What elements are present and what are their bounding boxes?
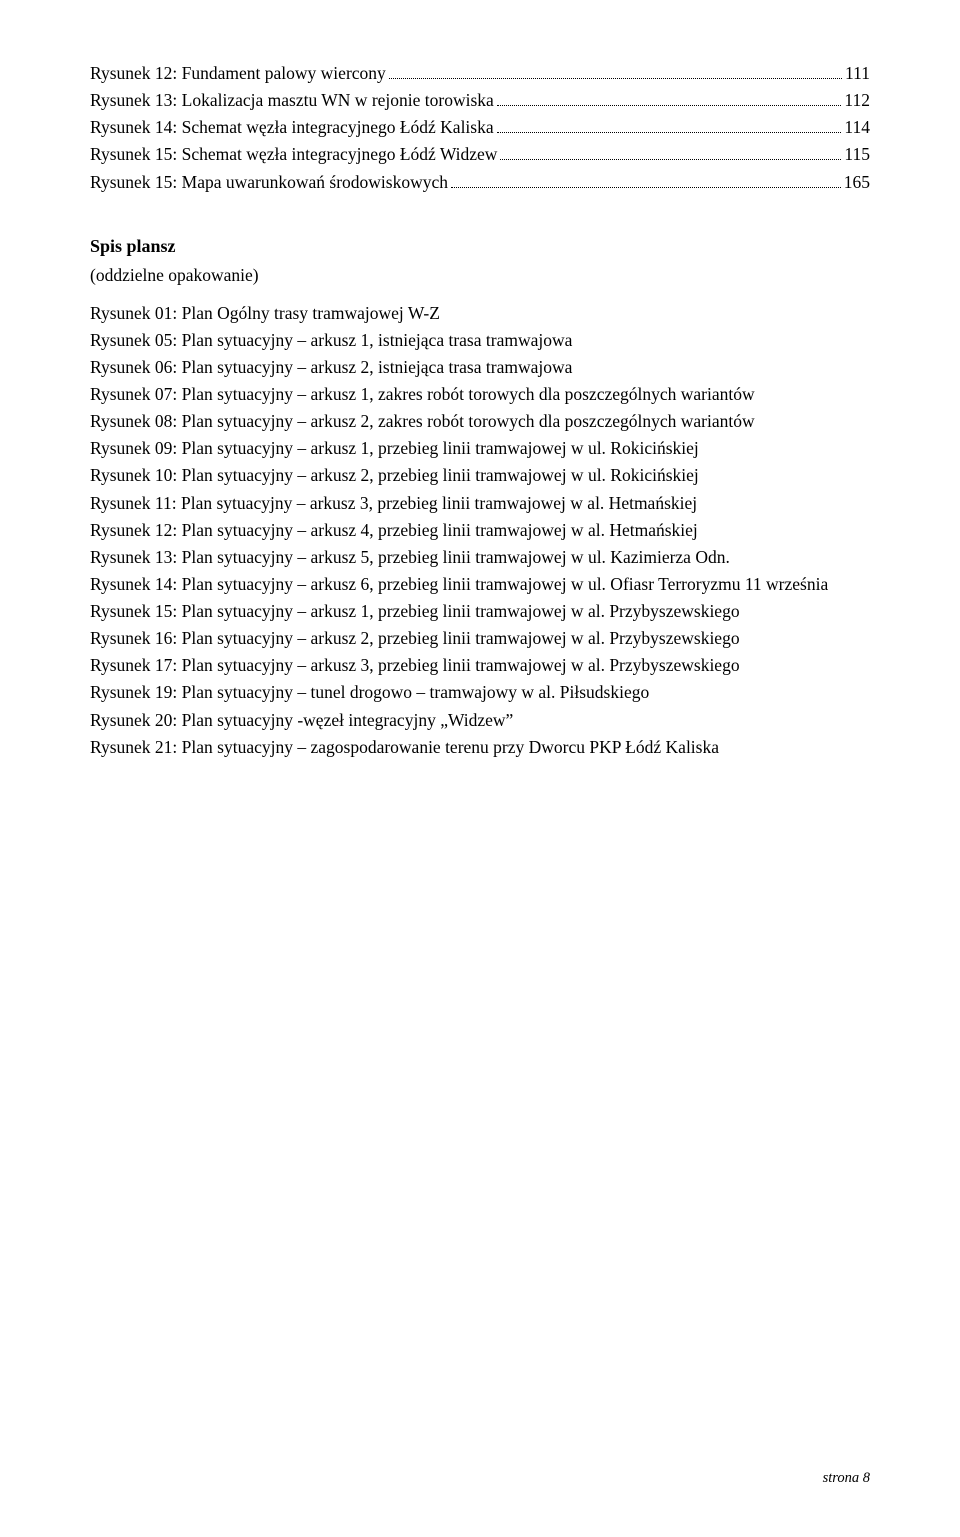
list-item: Rysunek 20: Plan sytuacyjny -węzeł integ… — [90, 707, 870, 734]
list-item: Rysunek 13: Plan sytuacyjny – arkusz 5, … — [90, 544, 870, 571]
toc-page: 112 — [844, 87, 870, 114]
toc-page: 111 — [845, 60, 870, 87]
toc-entry: Rysunek 15: Mapa uwarunkowań środowiskow… — [90, 169, 870, 196]
toc-entry: Rysunek 14: Schemat węzła integracyjnego… — [90, 114, 870, 141]
list-item: Rysunek 14: Plan sytuacyjny – arkusz 6, … — [90, 571, 870, 598]
toc-page: 114 — [844, 114, 870, 141]
toc-page: 115 — [844, 141, 870, 168]
toc-leader — [497, 117, 842, 134]
list-item: Rysunek 12: Plan sytuacyjny – arkusz 4, … — [90, 517, 870, 544]
page: Rysunek 12: Fundament palowy wiercony 11… — [0, 0, 960, 1537]
toc-leader — [389, 62, 842, 79]
list-item: Rysunek 17: Plan sytuacyjny – arkusz 3, … — [90, 652, 870, 679]
toc-label: Rysunek 12: Fundament palowy wiercony — [90, 60, 386, 87]
toc-entry: Rysunek 13: Lokalizacja masztu WN w rejo… — [90, 87, 870, 114]
toc-label: Rysunek 15: Mapa uwarunkowań środowiskow… — [90, 169, 448, 196]
list-item: Rysunek 19: Plan sytuacyjny – tunel drog… — [90, 679, 870, 706]
section-subheading: (oddzielne opakowanie) — [90, 265, 870, 286]
list-item: Rysunek 10: Plan sytuacyjny – arkusz 2, … — [90, 462, 870, 489]
list-item: Rysunek 01: Plan Ogólny trasy tramwajowe… — [90, 300, 870, 327]
toc-label: Rysunek 14: Schemat węzła integracyjnego… — [90, 114, 494, 141]
toc-label: Rysunek 15: Schemat węzła integracyjnego… — [90, 141, 497, 168]
list-item: Rysunek 07: Plan sytuacyjny – arkusz 1, … — [90, 381, 870, 408]
toc-leader — [497, 89, 842, 106]
toc-entry: Rysunek 12: Fundament palowy wiercony 11… — [90, 60, 870, 87]
list-item: Rysunek 05: Plan sytuacyjny – arkusz 1, … — [90, 327, 870, 354]
toc-entry: Rysunek 15: Schemat węzła integracyjnego… — [90, 141, 870, 168]
list-item: Rysunek 21: Plan sytuacyjny – zagospodar… — [90, 734, 870, 761]
list-item: Rysunek 08: Plan sytuacyjny – arkusz 2, … — [90, 408, 870, 435]
page-footer: strona 8 — [823, 1470, 870, 1487]
toc-leader — [500, 144, 841, 161]
toc-label: Rysunek 13: Lokalizacja masztu WN w rejo… — [90, 87, 494, 114]
list-item: Rysunek 15: Plan sytuacyjny – arkusz 1, … — [90, 598, 870, 625]
list-item: Rysunek 09: Plan sytuacyjny – arkusz 1, … — [90, 435, 870, 462]
list-item: Rysunek 11: Plan sytuacyjny – arkusz 3, … — [90, 490, 870, 517]
list-item: Rysunek 06: Plan sytuacyjny – arkusz 2, … — [90, 354, 870, 381]
section-heading: Spis plansz — [90, 236, 870, 257]
toc-page: 165 — [844, 169, 870, 196]
list-item: Rysunek 16: Plan sytuacyjny – arkusz 2, … — [90, 625, 870, 652]
toc-leader — [451, 171, 841, 188]
